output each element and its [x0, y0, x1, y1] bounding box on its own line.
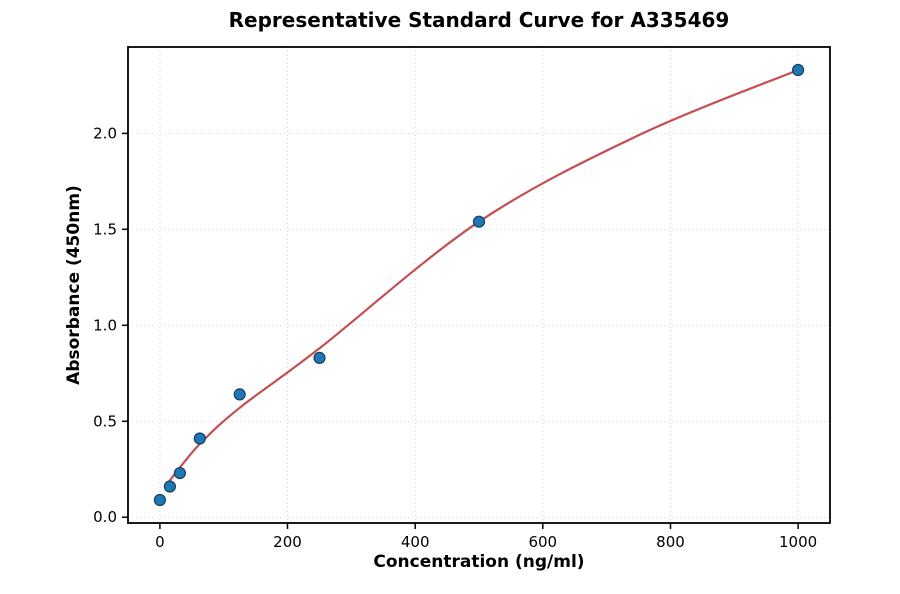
data-point-marker — [153, 493, 166, 507]
x-axis-label: Concentration (ng/ml) — [373, 552, 585, 572]
chart-title: Representative Standard Curve for A33546… — [228, 8, 730, 32]
fit-curve — [168, 68, 800, 482]
data-point-marker — [173, 467, 186, 480]
data-point-marker — [791, 63, 805, 77]
y-tick-label: 1.0 — [93, 316, 117, 334]
data-point-marker — [233, 388, 246, 401]
data-point-marker — [313, 351, 326, 364]
x-tick-label: 600 — [528, 533, 557, 551]
x-tick-label: 1000 — [779, 533, 817, 551]
x-tick-label: 200 — [273, 533, 302, 551]
plot-border — [127, 46, 831, 524]
x-tick-label: 0 — [155, 533, 165, 551]
data-point-marker — [193, 432, 206, 445]
data-point-marker — [472, 215, 486, 228]
data-point-marker — [163, 480, 176, 493]
y-tick-label: 0.0 — [93, 508, 117, 526]
x-tick-label: 800 — [656, 533, 685, 551]
y-tick-label: 2.0 — [93, 124, 117, 142]
y-tick-label: 0.5 — [93, 412, 117, 430]
y-tick-label: 1.5 — [93, 220, 117, 238]
x-tick-label: 400 — [401, 533, 430, 551]
